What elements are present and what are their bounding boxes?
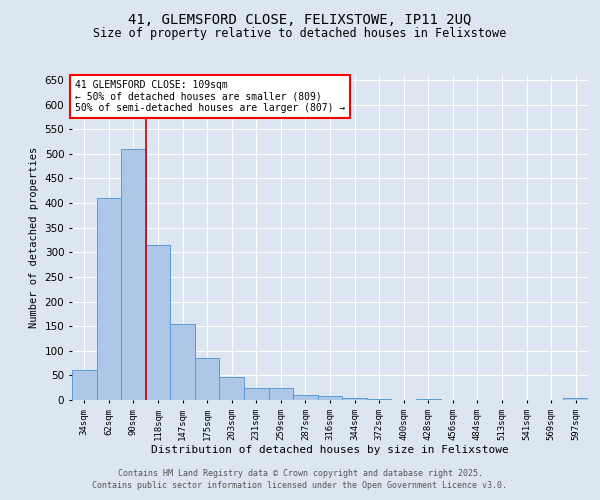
Text: Contains public sector information licensed under the Open Government Licence v3: Contains public sector information licen… bbox=[92, 481, 508, 490]
Bar bbox=[170, 324, 195, 400]
Bar bbox=[195, 358, 220, 400]
Bar bbox=[342, 398, 367, 400]
Text: 41, GLEMSFORD CLOSE, FELIXSTOWE, IP11 2UQ: 41, GLEMSFORD CLOSE, FELIXSTOWE, IP11 2U… bbox=[128, 12, 472, 26]
Bar bbox=[146, 245, 170, 400]
Y-axis label: Number of detached properties: Number of detached properties bbox=[29, 147, 39, 328]
Bar bbox=[367, 399, 391, 400]
Text: Contains HM Land Registry data © Crown copyright and database right 2025.: Contains HM Land Registry data © Crown c… bbox=[118, 468, 482, 477]
Bar bbox=[72, 370, 97, 400]
Bar bbox=[563, 398, 588, 400]
Bar bbox=[121, 149, 146, 400]
Bar bbox=[293, 395, 318, 400]
X-axis label: Distribution of detached houses by size in Felixstowe: Distribution of detached houses by size … bbox=[151, 446, 509, 456]
Bar bbox=[269, 388, 293, 400]
Bar bbox=[244, 388, 269, 400]
Bar bbox=[220, 377, 244, 400]
Bar bbox=[97, 198, 121, 400]
Bar bbox=[416, 398, 440, 400]
Text: 41 GLEMSFORD CLOSE: 109sqm
← 50% of detached houses are smaller (809)
50% of sem: 41 GLEMSFORD CLOSE: 109sqm ← 50% of deta… bbox=[74, 80, 345, 113]
Bar bbox=[318, 396, 342, 400]
Text: Size of property relative to detached houses in Felixstowe: Size of property relative to detached ho… bbox=[94, 28, 506, 40]
